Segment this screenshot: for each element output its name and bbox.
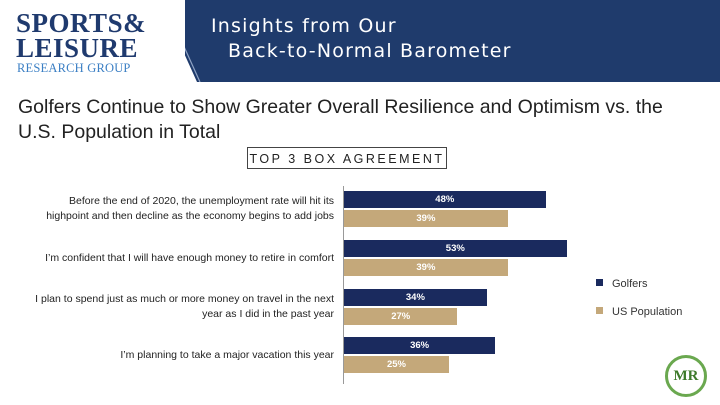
legend-label: Golfers [612,278,648,290]
bar-us-population: 39% [344,210,508,227]
bar-value-label: 48% [435,194,455,205]
bar-value-label: 34% [405,292,425,303]
bar-golfers: 34% [344,289,487,306]
bar-value-label: 39% [416,213,436,224]
legend-item: Golfers [596,278,647,290]
bar-us-population: 27% [344,308,458,325]
bar-value-label: 39% [416,262,436,273]
legend-label: US Population [612,306,683,318]
legend-swatch [596,307,603,314]
category-label-wrap: I’m confident that I will have enough mo… [30,251,334,266]
category-label-wrap: I plan to spend just as much or more mon… [30,292,334,322]
slide-title: Golfers Continue to Show Greater Overall… [18,96,663,143]
legend-item: US Population [596,306,682,318]
category-label: Before the end of 2020, the unemployment… [46,195,334,222]
logo-line-leisure: LEISURE [16,33,139,63]
bar-value-label: 27% [391,311,411,322]
category-label-wrap: Before the end of 2020, the unemployment… [30,194,334,224]
bar-us-population: 25% [344,356,449,373]
mr-logo-badge: MR [665,355,707,397]
chart-title: TOP 3 BOX AGREEMENT [247,147,447,169]
bar-value-label: 53% [445,243,465,254]
bar-value-label: 36% [410,340,430,351]
bar-value-label: 25% [386,359,406,370]
legend-swatch [596,279,603,286]
bar-golfers: 36% [344,337,496,354]
category-label-wrap: I’m planning to take a major vacation th… [30,348,334,363]
logo-line-sports: SPORTS& [16,8,147,38]
category-axis-line [343,186,344,384]
bar-golfers: 53% [344,240,567,257]
company-logo: SPORTS& LEISURE RESEARCH GROUP [0,0,185,82]
category-label: I’m planning to take a major vacation th… [120,348,334,361]
logo-line-research-group: RESEARCH GROUP [17,61,131,75]
banner-title-line2: Back-to-Normal Barometer [228,40,512,62]
category-label: I plan to spend just as much or more mon… [35,293,334,320]
category-label: I’m confident that I will have enough mo… [45,251,334,264]
bar-golfers: 48% [344,191,546,208]
banner-title-line1: Insights from Our [211,15,397,37]
bar-us-population: 39% [344,259,508,276]
